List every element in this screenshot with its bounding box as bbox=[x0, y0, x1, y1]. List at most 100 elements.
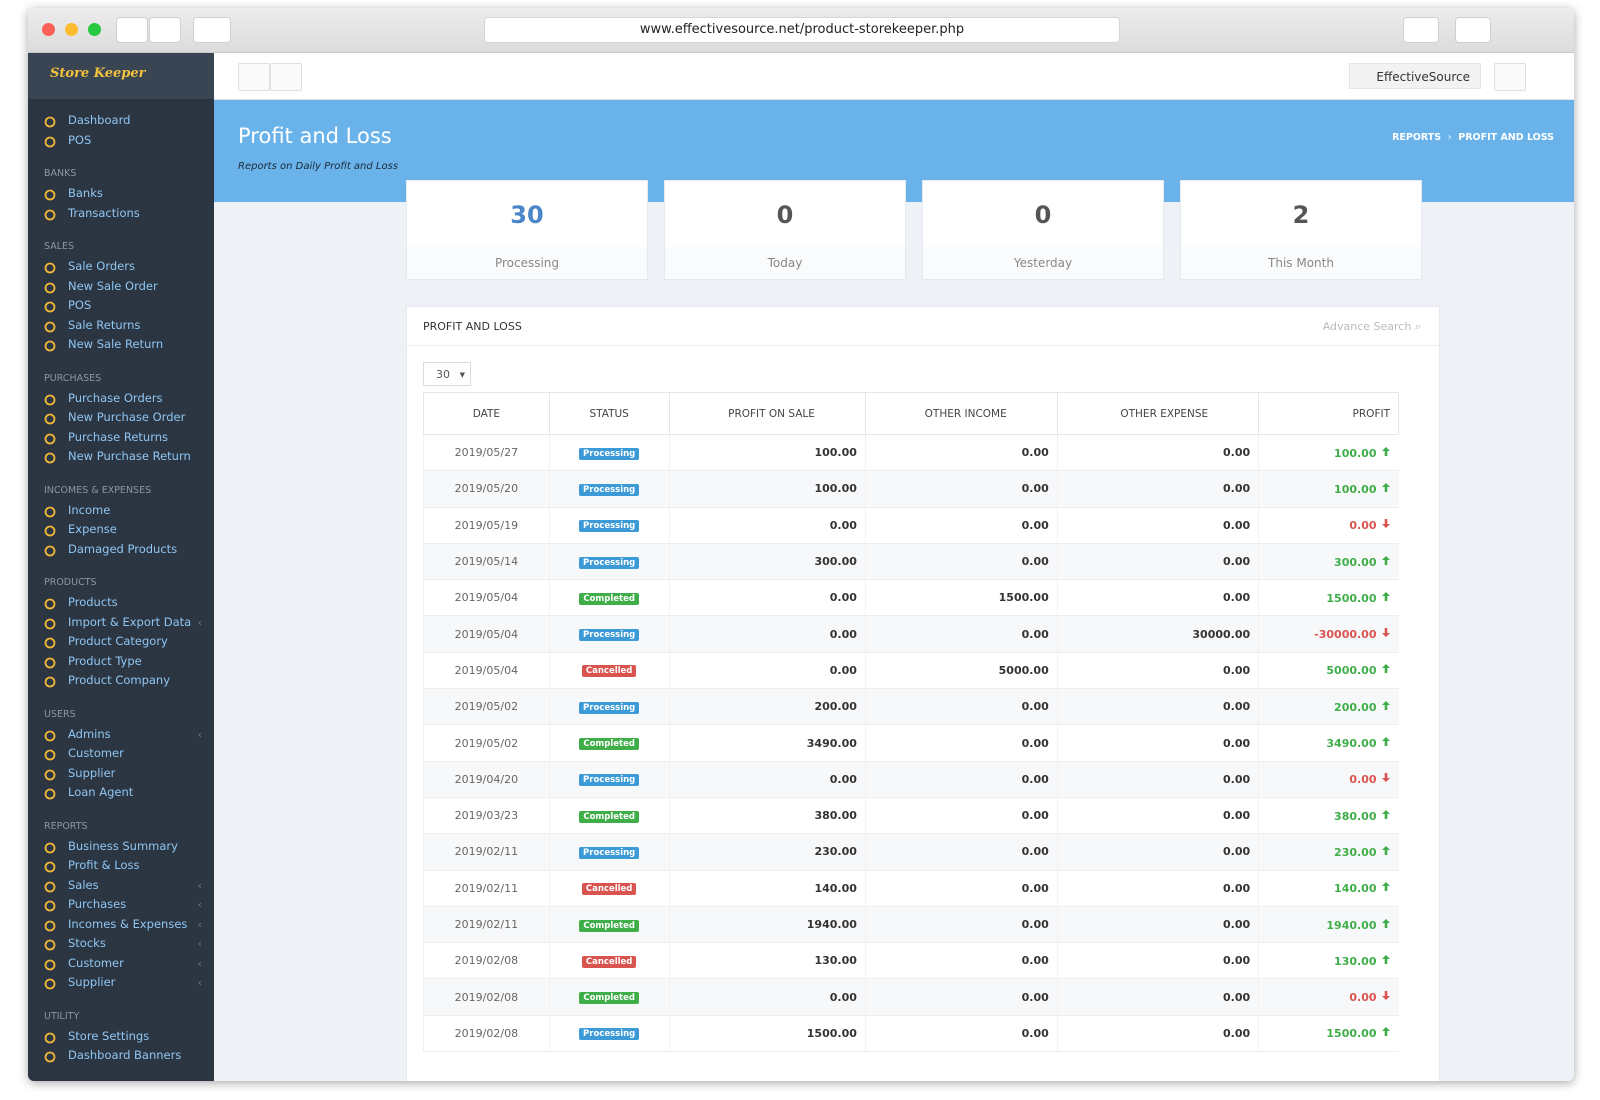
menu-item[interactable]: Import & Export Data ‹ bbox=[28, 613, 214, 633]
menu-item[interactable]: Business Summary bbox=[28, 837, 214, 857]
menu-item[interactable]: Damaged Products bbox=[28, 540, 214, 560]
menu-button[interactable] bbox=[238, 63, 270, 91]
status-badge: Completed bbox=[579, 919, 639, 932]
stat-value: 0 bbox=[776, 201, 794, 229]
menu-item[interactable]: Dashboard bbox=[28, 111, 214, 131]
table-row: 2019/02/11 Cancelled 140.00 0.00 0.00 140.00 bbox=[423, 870, 1399, 907]
menu-item[interactable]: Purchase Orders bbox=[28, 389, 214, 409]
stat-card: 0 Yesterday bbox=[922, 180, 1164, 280]
address-bar[interactable]: www.effectivesource.net/product-storekee… bbox=[484, 17, 1120, 43]
column-header: STATUS bbox=[548, 392, 670, 435]
table-cell: 0.00 bbox=[1056, 1015, 1259, 1053]
table-cell: 0.00 bbox=[1056, 434, 1259, 472]
amount: 0.00 bbox=[1223, 555, 1251, 569]
tabs-button[interactable] bbox=[1455, 17, 1491, 43]
table-cell: Processing bbox=[548, 507, 670, 544]
menu-item[interactable]: New Purchase Return bbox=[28, 447, 214, 467]
date: 2019/02/08 bbox=[454, 954, 519, 968]
menu-item[interactable]: Supplier bbox=[28, 764, 214, 784]
menu-label: New Sale Order bbox=[68, 278, 158, 293]
advance-search[interactable]: Advance Search ⌕ bbox=[1322, 320, 1421, 333]
breadcrumb-link[interactable]: REPORTS bbox=[1392, 132, 1442, 143]
table-row: 2019/05/04 Completed 0.00 1500.00 0.00 1500.0… bbox=[423, 579, 1399, 617]
close-button[interactable] bbox=[42, 23, 55, 36]
menu-item[interactable]: Profit & Loss bbox=[28, 856, 214, 876]
date: 2019/02/08 bbox=[454, 990, 519, 1004]
menu-item[interactable]: Loan Agent bbox=[28, 783, 214, 803]
forward-button[interactable] bbox=[149, 17, 181, 43]
back-button[interactable] bbox=[116, 17, 148, 43]
menu-item[interactable]: Products bbox=[28, 593, 214, 613]
menu-item[interactable]: POS bbox=[28, 296, 214, 316]
table-row: 2019/05/02 Processing 200.00 0.00 0.00 200.00 bbox=[423, 688, 1399, 726]
table-cell: 1940.00 bbox=[668, 906, 866, 944]
trend-arrow bbox=[1377, 555, 1391, 569]
menu-label: Banks bbox=[68, 186, 103, 200]
amount: 100.00 bbox=[814, 446, 857, 460]
status-badge: Cancelled bbox=[581, 883, 637, 896]
amount: 0.00 bbox=[1021, 1026, 1049, 1040]
amount: 0.00 bbox=[1021, 954, 1049, 968]
page-size-select[interactable]: 30 ▼ bbox=[423, 362, 471, 386]
table-cell: 230.00 bbox=[668, 833, 866, 871]
amount: 0.00 bbox=[1223, 700, 1251, 714]
menu-label: New Sale Return bbox=[68, 337, 164, 351]
minimize-button[interactable] bbox=[65, 23, 78, 36]
status-badge: Processing bbox=[579, 447, 640, 460]
breadcrumb-current: PROFIT AND LOSS bbox=[1458, 132, 1554, 143]
trend-arrow bbox=[1377, 882, 1391, 895]
menu-item[interactable]: New Purchase Order bbox=[28, 408, 214, 428]
menu-item[interactable]: Product Category bbox=[28, 632, 214, 652]
table-cell: 0.00 bbox=[668, 615, 866, 653]
menu-item[interactable]: Store Settings bbox=[28, 1027, 214, 1047]
menu-item[interactable]: Expense bbox=[28, 520, 214, 540]
date: 2019/05/02 bbox=[454, 736, 519, 750]
trend-arrow bbox=[1377, 591, 1391, 605]
menu-item[interactable]: Purchase Returns bbox=[28, 428, 214, 448]
menu-item[interactable]: Product Company bbox=[28, 671, 214, 691]
browser-toolbar: www.effectivesource.net/product-storekee… bbox=[28, 8, 1574, 53]
table-row: 2019/05/19 Processing 0.00 0.00 0.00 0.00 bbox=[423, 507, 1399, 544]
sidebar-button[interactable] bbox=[193, 17, 231, 43]
share-button[interactable] bbox=[1403, 17, 1439, 43]
menu-item[interactable]: Dashboard Banners bbox=[28, 1046, 214, 1066]
menu-item[interactable]: Banks bbox=[28, 184, 214, 204]
logo[interactable]: Store Keeper bbox=[28, 53, 214, 99]
page-subtitle: Reports on Daily Profit and Loss bbox=[238, 161, 399, 172]
menu-item[interactable]: Supplier ‹ bbox=[28, 973, 214, 993]
menu-item[interactable]: Stocks ‹ bbox=[28, 934, 214, 954]
date: 2019/05/14 bbox=[454, 555, 519, 569]
amount: 200.00 bbox=[814, 700, 857, 714]
table-cell: Processing bbox=[548, 1015, 670, 1053]
menu-item[interactable]: Sale Orders bbox=[28, 257, 214, 277]
menu-item[interactable]: Product Type bbox=[28, 652, 214, 672]
table-cell: Processing bbox=[548, 833, 670, 871]
menu-item[interactable]: Admins ‹ bbox=[28, 725, 214, 745]
menu-label: Business Summary bbox=[68, 838, 178, 853]
menu-item[interactable]: New Sale Return bbox=[28, 335, 214, 355]
menu-item[interactable]: New Sale Order bbox=[28, 277, 214, 297]
table-cell: Cancelled bbox=[548, 942, 670, 980]
menu-item[interactable]: Customer bbox=[28, 744, 214, 764]
table-cell: 0.00 bbox=[864, 833, 1058, 871]
user-menu[interactable]: EffectiveSource bbox=[1349, 63, 1481, 89]
menu-label: Purchase Returns bbox=[68, 429, 169, 444]
grid-button[interactable] bbox=[270, 63, 302, 91]
menu-item[interactable]: Sale Returns bbox=[28, 316, 214, 336]
amount: 0.00 bbox=[1223, 482, 1251, 496]
table-cell: 0.00 bbox=[864, 942, 1058, 980]
table-cell: 100.00 bbox=[668, 434, 866, 472]
date: 2019/05/20 bbox=[454, 482, 519, 496]
menu-item[interactable]: Sales ‹ bbox=[28, 876, 214, 896]
menu-item[interactable]: Purchases ‹ bbox=[28, 895, 214, 915]
table-cell: 1500.00 bbox=[668, 1015, 866, 1053]
menu-item[interactable]: Income bbox=[28, 501, 214, 521]
status-badge: Processing bbox=[579, 556, 640, 569]
menu-item[interactable]: POS bbox=[28, 131, 214, 151]
menu-item[interactable]: Customer ‹ bbox=[28, 954, 214, 974]
settings-button[interactable] bbox=[1494, 63, 1526, 91]
menu-item[interactable]: Incomes & Expenses ‹ bbox=[28, 915, 214, 935]
zoom-button[interactable] bbox=[88, 23, 101, 36]
menu-item[interactable]: Transactions bbox=[28, 204, 214, 224]
table-cell: Cancelled bbox=[548, 652, 670, 690]
